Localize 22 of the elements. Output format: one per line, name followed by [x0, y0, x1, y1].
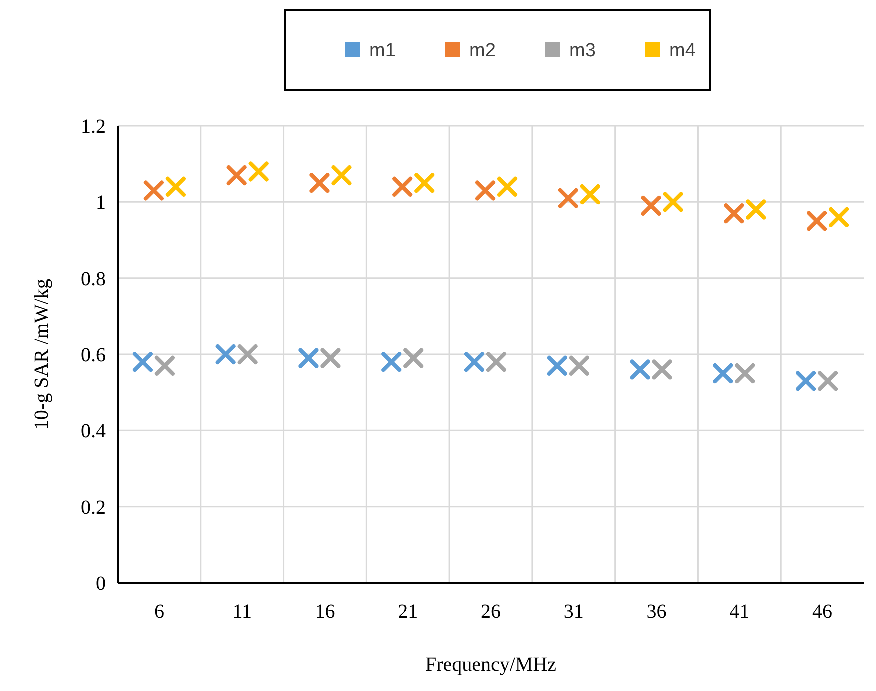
y-tick-label: 1.2	[81, 116, 106, 138]
x-tick-label: 31	[564, 601, 584, 623]
y-tick-label: 0	[96, 573, 106, 595]
legend-label: m1	[370, 40, 396, 62]
x-tick-label: 16	[315, 601, 336, 623]
y-tick-label: 0.4	[81, 420, 106, 443]
x-tick-label: 36	[646, 601, 667, 623]
y-tick-label: 0.6	[81, 344, 106, 366]
legend-label: m4	[670, 40, 696, 62]
y-axis-title: 10-g SAR /mW/kg	[31, 278, 53, 430]
x-tick-label: 41	[730, 601, 750, 623]
x-tick-label: 21	[398, 601, 418, 623]
x-tick-label: 46	[812, 601, 833, 623]
x-axis-title: Frequency/MHz	[425, 654, 557, 676]
legend-label: m3	[570, 40, 596, 62]
y-tick-label: 0.8	[81, 268, 106, 290]
x-tick-label: 6	[154, 601, 164, 623]
y-tick-label: 1	[96, 192, 106, 214]
x-tick-label: 26	[481, 601, 501, 623]
legend-label: m2	[470, 40, 496, 62]
y-tick-label: 0.2	[81, 496, 106, 519]
x-tick-label: 11	[232, 601, 252, 623]
